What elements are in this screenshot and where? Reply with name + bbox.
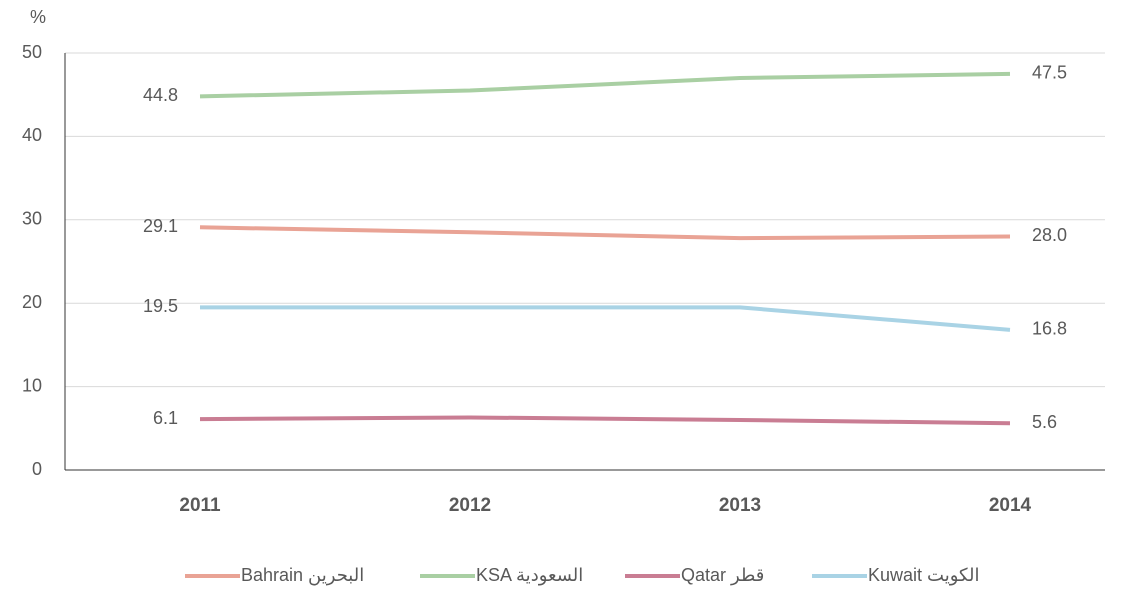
series-line xyxy=(199,415,1011,426)
y-tick-label: 40 xyxy=(22,125,42,145)
y-axis-label: % xyxy=(30,7,46,27)
y-tick-label: 0 xyxy=(32,459,42,479)
legend-label: KSA السعودية xyxy=(476,565,583,586)
x-tick-label: 2013 xyxy=(719,495,761,516)
x-tick-label: 2014 xyxy=(989,495,1032,516)
data-label: 29.1 xyxy=(143,216,178,236)
x-tick-label: 2012 xyxy=(449,495,491,516)
y-tick-label: 20 xyxy=(22,292,42,312)
legend-label: Bahrain البحرين xyxy=(241,565,364,586)
legend-label: Qatar قطر xyxy=(681,565,764,586)
data-label: 19.5 xyxy=(143,296,178,316)
data-label: 47.5 xyxy=(1032,63,1067,83)
data-label: 16.8 xyxy=(1032,319,1067,339)
data-label: 28.0 xyxy=(1032,225,1067,245)
series-line xyxy=(199,71,1011,99)
legend-label: Kuwait الكويت xyxy=(868,565,979,586)
y-tick-label: 30 xyxy=(22,209,42,229)
y-tick-label: 50 xyxy=(22,42,42,62)
data-label: 5.6 xyxy=(1032,412,1057,432)
data-label: 44.8 xyxy=(143,85,178,105)
y-tick-label: 10 xyxy=(22,375,42,395)
data-label: 6.1 xyxy=(153,408,178,428)
x-tick-label: 2011 xyxy=(179,495,221,516)
series-line xyxy=(200,305,1011,332)
series-line xyxy=(199,225,1011,241)
